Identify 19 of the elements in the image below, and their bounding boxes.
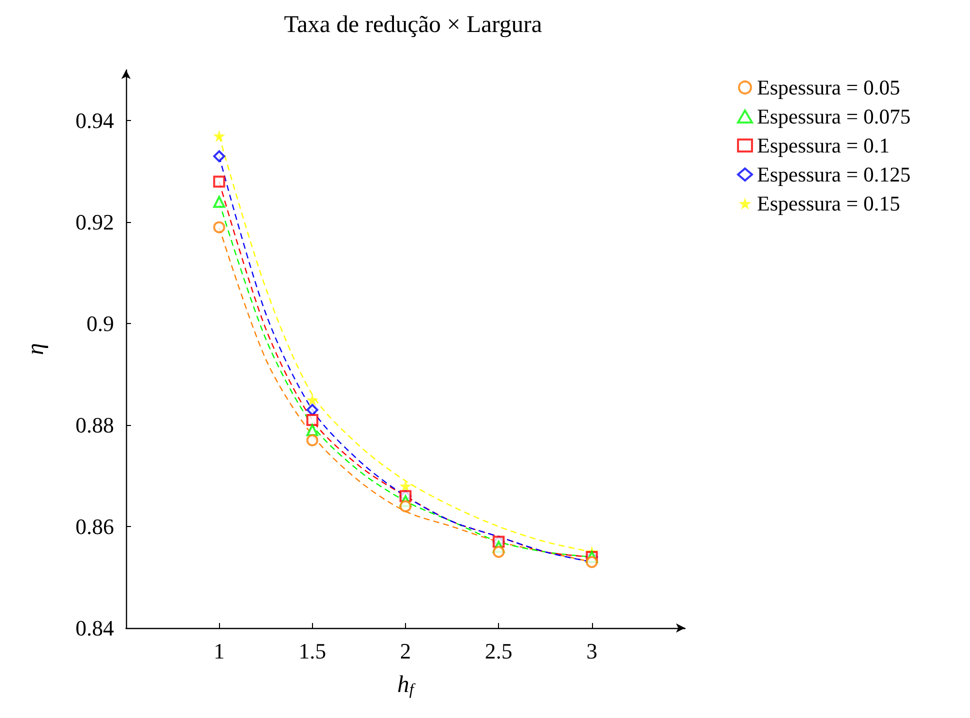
legend-label: Espessura = 0.075	[757, 104, 911, 128]
x-tick-label: 2	[400, 638, 411, 664]
x-tick-label: 2.5	[484, 638, 512, 664]
legend-label: Espessura = 0.1	[757, 134, 890, 158]
x-tick-label: 3	[586, 638, 598, 664]
y-axis-title: η	[23, 343, 49, 355]
legend-label: Espessura = 0.15	[757, 192, 900, 216]
y-tick-label: 0.92	[76, 210, 114, 235]
y-tick-label: 0.84	[76, 616, 114, 640]
x-tick-label: 1.5	[298, 638, 326, 664]
y-tick-label: 0.9	[86, 311, 114, 336]
x-tick-label: 1	[214, 638, 225, 664]
legend-label: Espessura = 0.125	[757, 162, 911, 186]
x-axis-title: hf	[397, 672, 416, 698]
y-tick-label: 0.94	[76, 108, 114, 134]
chart-title: Taxa de redução × Largura	[284, 12, 542, 38]
legend-label: Espessura = 0.05	[757, 76, 900, 100]
y-tick-label: 0.86	[76, 514, 114, 540]
y-tick-label: 0.88	[76, 412, 114, 438]
